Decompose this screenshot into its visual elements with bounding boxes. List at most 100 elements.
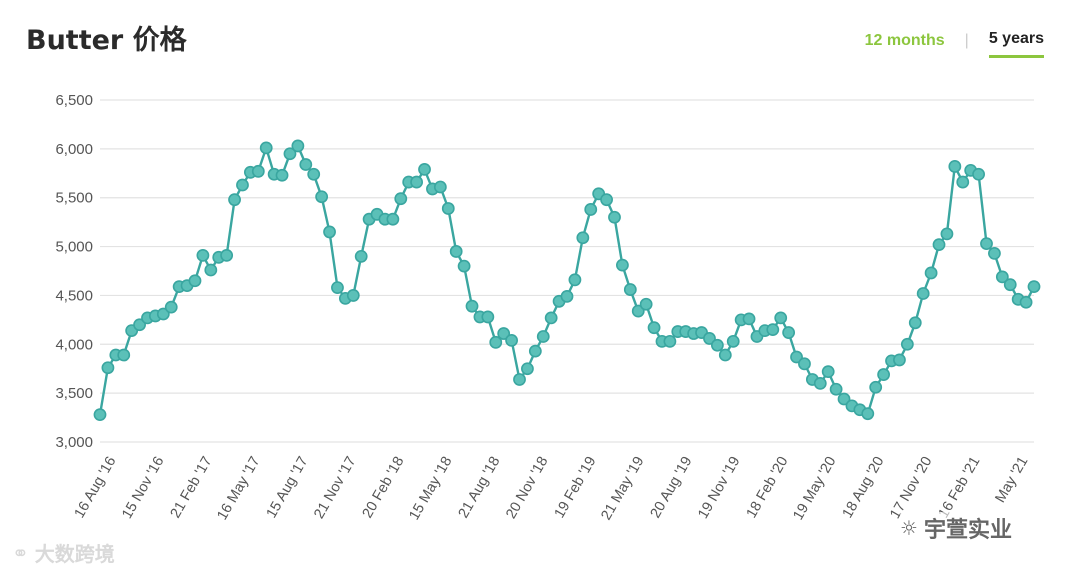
- data-point[interactable]: [568, 273, 582, 287]
- data-point[interactable]: [156, 307, 170, 321]
- data-point[interactable]: [893, 353, 906, 367]
- grid-lines: [100, 99, 1034, 443]
- data-point[interactable]: [710, 338, 724, 352]
- data-point[interactable]: [837, 392, 851, 406]
- data-point[interactable]: [988, 247, 1001, 260]
- data-point[interactable]: [829, 382, 843, 396]
- data-point[interactable]: [228, 193, 241, 207]
- data-point[interactable]: [465, 299, 479, 313]
- tab-separator: |: [964, 31, 969, 49]
- x-tick-label: 16 Aug '16: [72, 454, 120, 521]
- data-point[interactable]: [956, 175, 970, 189]
- data-point[interactable]: [703, 332, 716, 345]
- data-point[interactable]: [861, 407, 875, 421]
- data-point[interactable]: [616, 258, 629, 272]
- data-point[interactable]: [528, 344, 542, 358]
- data-point[interactable]: [433, 180, 447, 194]
- data-point[interactable]: [346, 289, 360, 302]
- data-point[interactable]: [489, 335, 503, 349]
- data-point[interactable]: [932, 238, 946, 252]
- data-point[interactable]: [766, 323, 780, 337]
- data-point[interactable]: [877, 368, 891, 381]
- data-point[interactable]: [386, 212, 400, 226]
- data-point[interactable]: [299, 158, 313, 171]
- chart-title: Butter 价格: [26, 25, 187, 56]
- data-point[interactable]: [441, 202, 455, 215]
- y-axis-ticks: 3,000 3,500 4,000 4,500 5,000 5,500 6,000 6,500: [55, 92, 93, 451]
- data-point[interactable]: [331, 281, 344, 295]
- data-point[interactable]: [916, 287, 930, 300]
- data-point[interactable]: [869, 380, 883, 394]
- data-point[interactable]: [220, 248, 234, 262]
- data-point[interactable]: [259, 141, 273, 155]
- data-point[interactable]: [513, 373, 526, 386]
- data-point[interactable]: [283, 147, 297, 161]
- data-point[interactable]: [980, 237, 993, 251]
- data-point[interactable]: [742, 312, 756, 326]
- data-point[interactable]: [623, 283, 637, 296]
- data-point[interactable]: [948, 160, 962, 173]
- tab-5-years[interactable]: 5 years: [988, 30, 1044, 58]
- data-point[interactable]: [117, 348, 131, 362]
- data-point[interactable]: [505, 333, 518, 347]
- data-point[interactable]: [101, 361, 115, 375]
- data-point[interactable]: [481, 310, 495, 324]
- data-point[interactable]: [291, 139, 305, 153]
- data-point[interactable]: [236, 178, 249, 192]
- data-point[interactable]: [663, 334, 677, 348]
- data-point[interactable]: [521, 362, 534, 376]
- data-point[interactable]: [196, 248, 210, 262]
- data-point[interactable]: [1027, 280, 1041, 294]
- tab-12-months[interactable]: 12 months: [864, 31, 945, 49]
- data-point[interactable]: [647, 321, 661, 335]
- data-point[interactable]: [188, 274, 202, 288]
- data-point[interactable]: [560, 290, 574, 303]
- watermark-left-text: 大数跨境: [34, 542, 115, 566]
- data-point[interactable]: [275, 168, 289, 182]
- data-point[interactable]: [600, 193, 613, 207]
- data-point[interactable]: [1003, 278, 1017, 292]
- data-point[interactable]: [821, 365, 835, 379]
- data-point[interactable]: [133, 318, 146, 332]
- x-tick-label: 19 May '20: [790, 454, 839, 523]
- data-point[interactable]: [639, 297, 653, 311]
- data-point[interactable]: [1019, 295, 1033, 309]
- data-point[interactable]: [449, 245, 463, 258]
- data-point[interactable]: [307, 167, 321, 181]
- x-tick-label: 18 Feb '20: [744, 454, 792, 521]
- data-point[interactable]: [354, 249, 368, 263]
- data-point[interactable]: [418, 162, 431, 176]
- data-point[interactable]: [204, 263, 218, 277]
- x-tick-label: 21 May '19: [598, 454, 647, 523]
- data-point[interactable]: [995, 270, 1009, 284]
- data-point[interactable]: [544, 311, 558, 325]
- data-point[interactable]: [908, 316, 922, 330]
- data-point[interactable]: [164, 300, 178, 314]
- data-point[interactable]: [718, 348, 732, 362]
- data-point[interactable]: [798, 357, 811, 371]
- data-point[interactable]: [251, 164, 265, 178]
- data-point[interactable]: [584, 203, 598, 216]
- data-point[interactable]: [813, 376, 827, 390]
- data-point[interactable]: [972, 167, 985, 181]
- data-point[interactable]: [410, 175, 424, 189]
- data-point[interactable]: [726, 334, 740, 348]
- data-point[interactable]: [497, 327, 511, 340]
- data-point[interactable]: [93, 408, 107, 422]
- data-point[interactable]: [608, 210, 621, 224]
- data-point[interactable]: [924, 266, 938, 280]
- watermark-right-text: 宇萱实业: [923, 518, 1012, 543]
- data-point[interactable]: [940, 227, 954, 241]
- data-point[interactable]: [315, 190, 329, 204]
- data-point[interactable]: [782, 326, 796, 339]
- data-point[interactable]: [790, 350, 803, 364]
- data-point[interactable]: [900, 337, 914, 351]
- data-point[interactable]: [457, 259, 471, 273]
- data-point[interactable]: [536, 330, 550, 343]
- data-point[interactable]: [631, 304, 645, 318]
- data-point[interactable]: [576, 231, 590, 245]
- data-point[interactable]: [774, 311, 788, 325]
- data-point[interactable]: [323, 225, 336, 239]
- data-point[interactable]: [394, 192, 408, 206]
